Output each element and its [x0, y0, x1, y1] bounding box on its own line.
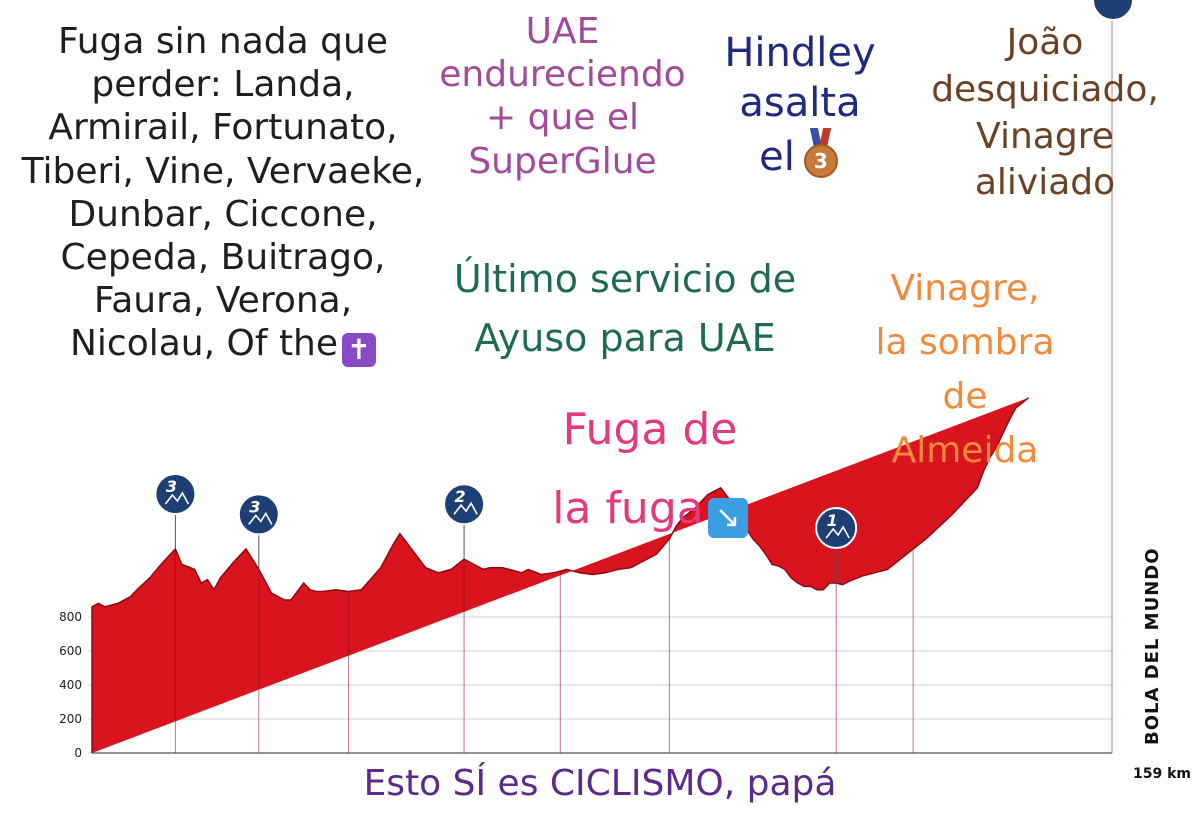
- mountain-icon: [164, 491, 190, 505]
- joao-line-1: João: [1006, 22, 1084, 63]
- joao-line-3: Vinagre: [976, 115, 1114, 157]
- uae-line-4: SuperGlue: [468, 140, 657, 182]
- annotation-breakaway: Fuga sin nada que perder: Landa, Armirai…: [8, 20, 438, 368]
- climb-category-label: 3: [249, 497, 260, 516]
- mountain-icon: [825, 525, 850, 539]
- climb-category-label: 1: [827, 511, 838, 530]
- hindley-line-3: el: [759, 134, 795, 180]
- climb-badge: ESP: [1092, 0, 1134, 21]
- down-right-arrow-icon: ↘: [707, 498, 748, 539]
- climb-badges: 3 3 2 1 ESP: [154, 0, 1134, 583]
- y-tick-label: 0: [74, 746, 82, 760]
- climb-badge: 3: [237, 493, 280, 570]
- hindley-line-1: Hindley: [724, 30, 876, 76]
- annotation-vinagre: Vinagre, la sombra de Almeida: [840, 262, 1090, 478]
- latin-cross-icon: ✝: [342, 333, 377, 368]
- bronze-medal-icon: 3: [801, 128, 841, 180]
- breakaway-line-6: Cepeda, Buitrago,: [60, 236, 386, 278]
- annotation-joao: João desquiciado, Vinagre aliviado: [900, 20, 1190, 207]
- fuga-line-1: Fuga de: [562, 404, 738, 455]
- vinagre-line-2: la sombra: [875, 322, 1055, 363]
- climb-badge: 3: [154, 473, 197, 549]
- y-tick-label: 400: [59, 678, 82, 692]
- fuga-line-2-wrap: la fuga ↘: [500, 469, 800, 548]
- joao-line-2: desquiciado,: [931, 68, 1159, 110]
- y-tick-label: 800: [59, 610, 82, 624]
- annotation-hindley: Hindley asalta el 3: [695, 28, 905, 182]
- breakaway-line-3: Armirail, Fortunato,: [48, 107, 398, 149]
- vinagre-line-4: Almeida: [891, 430, 1039, 471]
- hindley-line-3-wrap: el 3: [695, 128, 905, 182]
- mountain-icon: [453, 501, 478, 515]
- uae-line-3: + que el: [485, 97, 640, 139]
- annotation-uae: UAE endureciendo + que el SuperGlue: [425, 10, 700, 183]
- km-divider-lines: [174, 0, 1113, 753]
- medal-number: 3: [803, 144, 838, 178]
- climb-category-label: 3: [166, 477, 177, 496]
- breakaway-line-2: perder: Landa,: [91, 64, 355, 106]
- annotation-fuga: Fuga de la fuga ↘: [500, 390, 800, 548]
- vinagre-line-3: de: [942, 376, 988, 417]
- climb-badge: 2: [443, 483, 486, 560]
- breakaway-line-7: Faura, Verona,: [93, 280, 353, 322]
- fuga-line-2: la fuga: [552, 483, 704, 535]
- ayuso-line-2: Ayuso para UAE: [474, 315, 776, 360]
- climb-category-label: ESP: [1099, 0, 1123, 3]
- breakaway-line-8-wrap: Nicolau, Of the ✝: [8, 322, 438, 368]
- climb-badge: 1: [815, 507, 858, 583]
- ayuso-line-1: Último servicio de: [453, 257, 797, 301]
- annotation-footer: Esto SÍ es CICLISMO, papá: [363, 763, 837, 804]
- hindley-line-2: asalta: [739, 80, 861, 126]
- uae-line-2: endureciendo: [439, 54, 686, 96]
- uae-line-1: UAE: [525, 11, 600, 52]
- distance-label: 159 km: [1133, 766, 1191, 782]
- breakaway-line-8: Nicolau, Of the: [69, 323, 339, 365]
- vinagre-line-1: Vinagre,: [890, 268, 1040, 309]
- brand-label: BOLA DEL MUNDO: [1142, 547, 1163, 746]
- breakaway-line-4: Tiberi, Vine, Vervaeke,: [21, 150, 425, 192]
- breakaway-line-1: Fuga sin nada que: [58, 21, 388, 62]
- mountain-icon: [248, 511, 273, 525]
- y-tick-label: 200: [59, 712, 82, 726]
- climb-category-label: 2: [455, 487, 466, 506]
- annotation-ayuso: Último servicio de Ayuso para UAE: [405, 250, 845, 368]
- badge-circle: [1092, 0, 1134, 21]
- breakaway-line-5: Dunbar, Ciccone,: [68, 193, 378, 235]
- joao-line-4: aliviado: [974, 162, 1116, 204]
- y-tick-label: 600: [59, 644, 82, 658]
- y-axis: 0 200 400 600 800: [59, 610, 1112, 760]
